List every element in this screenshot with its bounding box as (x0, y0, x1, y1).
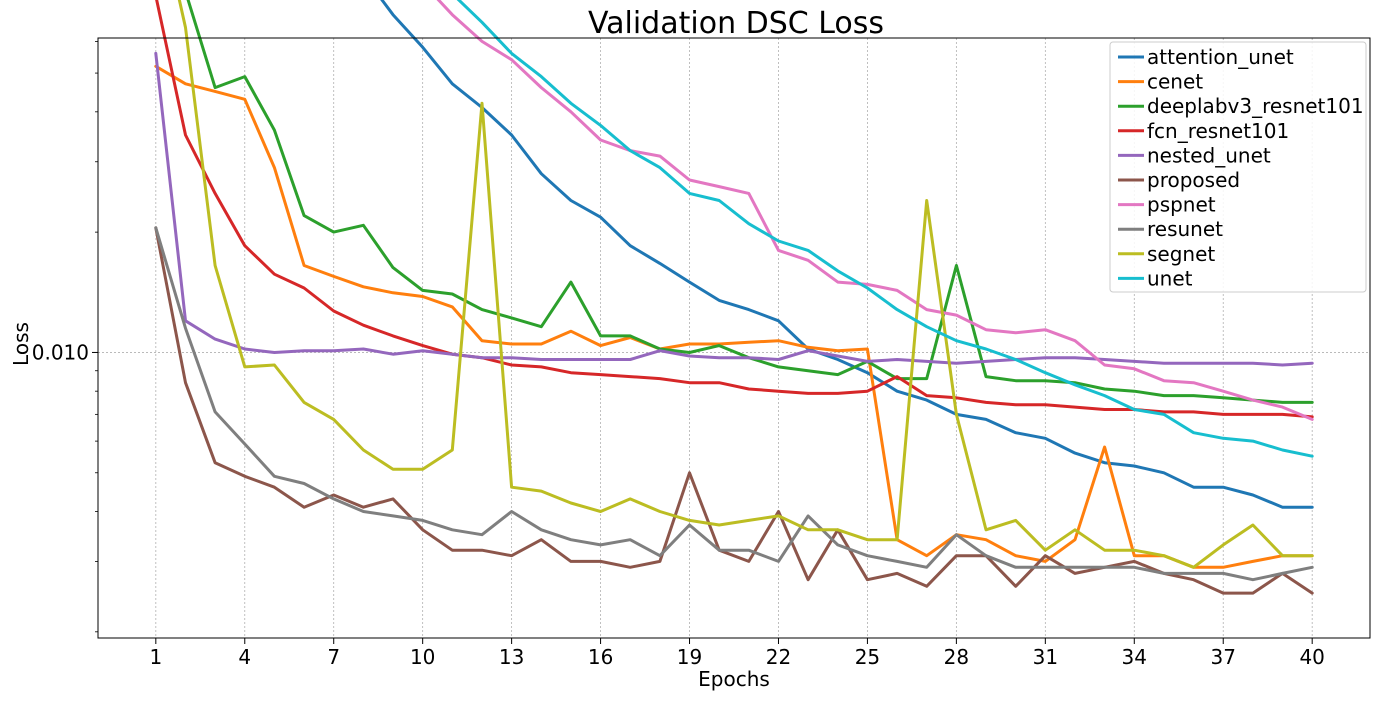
series-line-resunet (154, 226, 1314, 582)
legend-label-resunet: resunet (1147, 217, 1223, 241)
series-line-segnet (177, 0, 1314, 569)
series-lines (154, 0, 1314, 595)
legend-label-deeplabv3_resnet101: deeplabv3_resnet101 (1147, 94, 1364, 118)
series-line-nested_unet (154, 51, 1314, 367)
x-tick-label: 10 (410, 645, 435, 669)
x-tick-label: 37 (1211, 645, 1236, 669)
plot-area-frame (97, 37, 1371, 639)
y-axis-title: Loss (9, 322, 33, 366)
x-axis-title: Epochs (698, 667, 770, 691)
x-tick-label: 31 (1033, 645, 1058, 669)
chart-title: Validation DSC Loss (588, 6, 884, 41)
x-tick-label: 4 (238, 645, 251, 669)
x-tick-label: 1 (149, 645, 162, 669)
legend-label-proposed: proposed (1147, 168, 1240, 192)
x-tick-label: 28 (944, 645, 969, 669)
x-tick-label: 19 (677, 645, 702, 669)
legend-label-fcn_resnet101: fcn_resnet101 (1147, 119, 1289, 143)
legend-label-pspnet: pspnet (1147, 193, 1216, 217)
x-tick-label: 7 (327, 645, 340, 669)
x-tick-label: 22 (766, 645, 791, 669)
series-line-proposed (154, 226, 1314, 595)
legend-label-nested_unet: nested_unet (1147, 143, 1271, 167)
series-line-unet (456, 0, 1314, 458)
legend-label-segnet: segnet (1147, 242, 1215, 266)
series-line-attention_unet (380, 0, 1314, 509)
legend-label-attention_unet: attention_unet (1147, 45, 1294, 69)
x-tick-label: 13 (499, 645, 524, 669)
series-line-deeplabv3_resnet101 (186, 0, 1314, 404)
legend-box (1109, 41, 1367, 293)
x-tick-label: 34 (1122, 645, 1147, 669)
x-tick-label: 16 (588, 645, 613, 669)
series-line-fcn_resnet101 (155, 0, 1314, 419)
y-tick-label: 0.010 (32, 340, 89, 364)
legend-label-cenet: cenet (1147, 70, 1203, 94)
series-line-cenet (154, 64, 1314, 569)
legend: attention_unetcenetdeeplabv3_resnet101fc… (1109, 41, 1367, 293)
x-tick-label: 40 (1299, 645, 1324, 669)
x-tick-label: 25 (855, 645, 880, 669)
series-line-pspnet (436, 0, 1314, 421)
legend-label-unet: unet (1147, 266, 1193, 290)
